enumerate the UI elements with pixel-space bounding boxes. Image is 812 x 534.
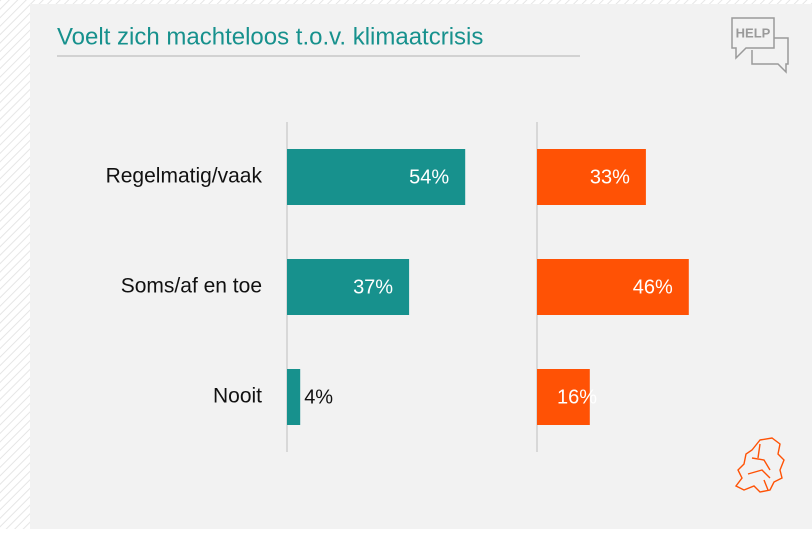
bar bbox=[287, 259, 410, 315]
value-label: 46% bbox=[633, 276, 673, 298]
bar bbox=[287, 149, 466, 205]
bar bbox=[287, 369, 301, 425]
value-label: 54% bbox=[409, 166, 449, 188]
help-text: HELP bbox=[736, 25, 771, 40]
help-icon: HELP bbox=[731, 17, 789, 74]
bar bbox=[537, 369, 590, 425]
category-label: Soms/af en toe bbox=[121, 275, 262, 298]
value-label: 16% bbox=[557, 386, 597, 408]
bar bbox=[537, 149, 646, 205]
map-icon bbox=[734, 437, 785, 493]
category-label: Nooit bbox=[213, 385, 262, 408]
value-label: 4% bbox=[304, 386, 333, 408]
panel bbox=[30, 4, 812, 529]
value-label: 33% bbox=[590, 166, 630, 188]
chart-title: Voelt zich machteloos t.o.v. klimaatcris… bbox=[57, 23, 483, 50]
value-label: 37% bbox=[353, 276, 393, 298]
category-label: Regelmatig/vaak bbox=[106, 165, 263, 188]
bar bbox=[537, 259, 689, 315]
